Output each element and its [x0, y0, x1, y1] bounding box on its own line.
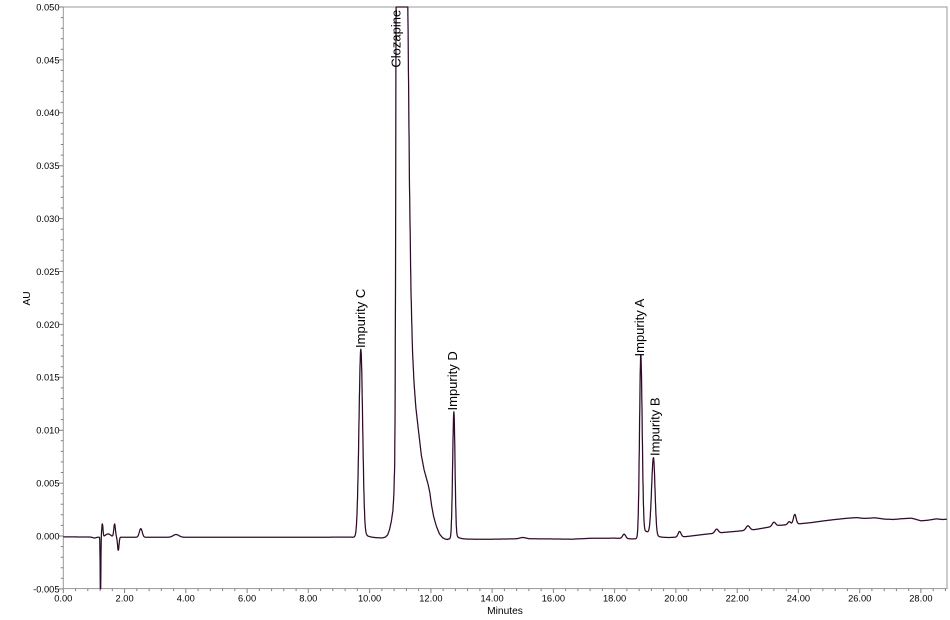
svg-text:Clozapine: Clozapine — [389, 10, 404, 68]
svg-text:0.045: 0.045 — [36, 55, 59, 65]
svg-text:14.00: 14.00 — [480, 594, 503, 604]
svg-text:0.00: 0.00 — [54, 594, 72, 604]
svg-text:16.00: 16.00 — [542, 594, 565, 604]
svg-text:22.00: 22.00 — [726, 594, 749, 604]
svg-text:4.00: 4.00 — [177, 594, 195, 604]
svg-text:28.00: 28.00 — [909, 594, 932, 604]
svg-text:0.010: 0.010 — [36, 426, 59, 436]
svg-text:0.030: 0.030 — [36, 214, 59, 224]
svg-text:0.000: 0.000 — [36, 531, 59, 541]
svg-text:2.00: 2.00 — [116, 594, 134, 604]
svg-text:0.020: 0.020 — [36, 320, 59, 330]
svg-text:0.050: 0.050 — [36, 2, 59, 12]
svg-text:Impurity C: Impurity C — [353, 289, 368, 348]
svg-text:10.00: 10.00 — [358, 594, 381, 604]
svg-text:0.035: 0.035 — [36, 161, 59, 171]
svg-text:18.00: 18.00 — [603, 594, 626, 604]
svg-text:12.00: 12.00 — [419, 594, 442, 604]
svg-text:0.015: 0.015 — [36, 373, 59, 383]
svg-text:0.025: 0.025 — [36, 267, 59, 277]
svg-text:Impurity D: Impurity D — [445, 351, 460, 410]
svg-text:0.040: 0.040 — [36, 108, 59, 118]
svg-text:26.00: 26.00 — [848, 594, 871, 604]
svg-text:Impurity A: Impurity A — [632, 298, 647, 356]
svg-text:Impurity B: Impurity B — [647, 397, 662, 456]
svg-text:24.00: 24.00 — [787, 594, 810, 604]
svg-text:AU: AU — [22, 291, 33, 305]
svg-text:8.00: 8.00 — [299, 594, 317, 604]
svg-text:-0.005: -0.005 — [33, 584, 59, 594]
svg-text:0.005: 0.005 — [36, 479, 59, 489]
svg-text:Minutes: Minutes — [487, 606, 523, 617]
svg-text:6.00: 6.00 — [238, 594, 256, 604]
svg-text:20.00: 20.00 — [664, 594, 687, 604]
